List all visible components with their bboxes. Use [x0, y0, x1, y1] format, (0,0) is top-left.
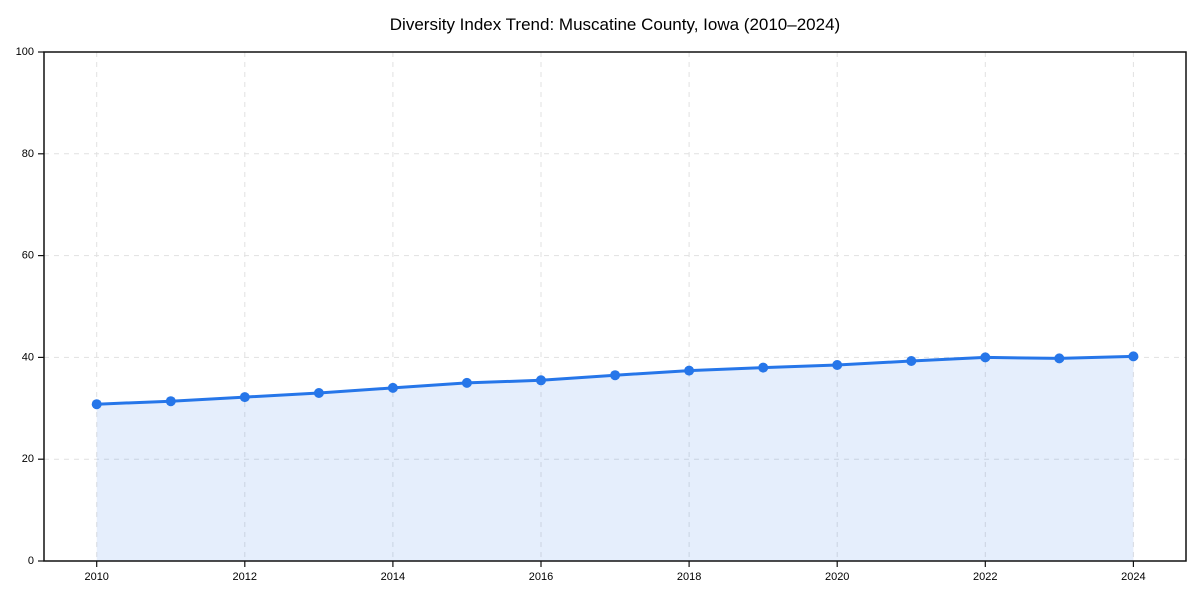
data-point-2013 — [313, 388, 324, 398]
data-point-2012 — [239, 392, 250, 403]
area-fill — [96, 356, 1134, 561]
data-point-2019 — [758, 362, 769, 373]
data-point-2010 — [91, 399, 102, 410]
data-point-2024 — [1128, 351, 1139, 362]
y-tick-label-80: 80 — [22, 148, 34, 160]
data-point-2011 — [165, 396, 176, 407]
axis-frame — [43, 51, 1187, 562]
y-tick-label-20: 20 — [22, 453, 34, 465]
y-tick-label-0: 0 — [28, 555, 34, 567]
gridlines-layer — [44, 52, 1186, 561]
y-tick-label-100: 100 — [16, 46, 34, 58]
x-tick-label-2024: 2024 — [1121, 571, 1145, 583]
data-point-2016 — [536, 375, 546, 386]
x-tick-label-2010: 2010 — [84, 571, 108, 583]
x-tick-label-2022: 2022 — [973, 571, 997, 583]
y-tick-label-40: 40 — [22, 351, 34, 363]
data-series-layer — [91, 351, 1139, 410]
axis-frame-layer — [43, 51, 1187, 562]
area-fill-layer — [96, 356, 1134, 561]
data-point-2023 — [1054, 353, 1065, 364]
y-tick-label-60: 60 — [22, 250, 34, 262]
data-point-2022 — [980, 352, 991, 363]
data-point-2015 — [461, 377, 472, 388]
data-point-2021 — [906, 356, 917, 366]
data-point-2020 — [832, 360, 843, 370]
data-point-2017 — [610, 370, 621, 381]
x-tick-label-2012: 2012 — [233, 571, 257, 583]
x-tick-label-2018: 2018 — [677, 571, 701, 583]
chart-title: Diversity Index Trend: Muscatine County,… — [390, 15, 840, 34]
x-tick-label-2016: 2016 — [529, 571, 553, 583]
data-point-2014 — [387, 382, 398, 393]
x-tick-label-2014: 2014 — [381, 571, 405, 583]
x-tick-label-2020: 2020 — [825, 571, 849, 583]
tick-marks-layer — [38, 51, 1135, 567]
tick-labels-layer: 0 20 40 60 80 100 2010 2012 2014 2016 2018 2020 2022… — [16, 46, 1146, 583]
data-point-2018 — [684, 365, 695, 376]
